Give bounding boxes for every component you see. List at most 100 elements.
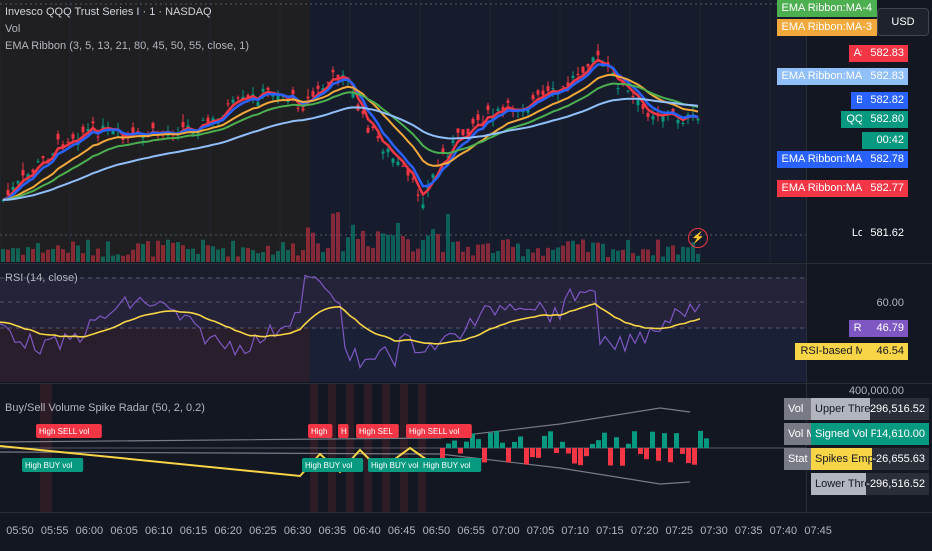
candle-body	[381, 151, 385, 154]
volume-bar	[651, 255, 655, 262]
candle-body	[236, 97, 240, 99]
signed-volume-bar	[698, 430, 703, 448]
signed-volume-bar	[596, 440, 601, 448]
spike-highlight	[310, 384, 318, 512]
label-box	[420, 458, 482, 472]
candle-body	[546, 86, 550, 92]
volume-bar	[436, 234, 440, 262]
pane-separator[interactable]	[0, 383, 932, 384]
currency-button[interactable]: USD	[877, 8, 929, 36]
radar-pane[interactable]: High SELL vol High BUY vol High H High SEL Hi…	[0, 384, 806, 512]
volume-bar	[416, 248, 420, 262]
volume-bar	[251, 250, 255, 262]
radar-title[interactable]: Buy/Sell Volume Spike Radar (50, 2, 0.2)	[5, 402, 205, 414]
signed-volume-bar	[692, 448, 697, 465]
threshold-row: Signed Vol Proxy14,610.00	[811, 423, 929, 445]
candle-body	[466, 128, 470, 135]
label-text: H	[341, 427, 347, 436]
rsi-chart[interactable]	[0, 264, 806, 382]
volume-bar	[271, 254, 275, 262]
candle-body	[201, 119, 205, 121]
volume-bar	[686, 247, 690, 262]
candle-body	[456, 128, 460, 133]
volume-bar	[181, 245, 185, 262]
time-tick: 07:35	[734, 525, 763, 537]
candle-body	[461, 129, 465, 136]
candle-body	[421, 204, 425, 209]
threshold-key: Lower Threshold	[811, 473, 867, 495]
volume-bar	[76, 245, 80, 262]
high-sell-label: High SELL vol	[36, 424, 102, 438]
candle-body	[61, 144, 65, 147]
time-tick: 06:30	[283, 525, 312, 537]
candle-body	[181, 122, 185, 128]
ema-line	[2, 73, 699, 201]
candle-body	[476, 114, 480, 121]
spike-highlight	[364, 384, 372, 512]
candle-body	[111, 130, 115, 135]
label-box	[368, 458, 430, 472]
candle-body	[406, 169, 410, 176]
candle-body	[396, 161, 400, 166]
left-table-cell: Stat	[784, 448, 814, 470]
chart-area[interactable]: Invesco QQQ Trust Series I · 1 · NASDAQ …	[0, 0, 932, 512]
ema-ribbon-label[interactable]: EMA Ribbon (3, 5, 13, 21, 80, 45, 50, 55…	[5, 40, 249, 52]
rsi-tag-value: 46.79	[862, 320, 908, 337]
radar-chart[interactable]: High SELL vol High BUY vol High H High SEL Hi…	[0, 384, 806, 512]
rsi-title[interactable]: RSI (14, close)	[5, 272, 78, 284]
price-tag-value: 582.83	[862, 45, 908, 62]
volume-bar	[506, 239, 510, 262]
price-tag-value: 582.78	[862, 151, 908, 168]
volume-bar	[321, 251, 325, 262]
rsi-background	[0, 264, 806, 382]
time-tick: 07:45	[804, 525, 832, 537]
volume-bar	[281, 242, 285, 262]
signed-volume-bar	[638, 448, 643, 455]
label-text: High BUY vol	[305, 461, 353, 470]
time-tick: 05:55	[40, 525, 69, 537]
volume-bar	[116, 254, 120, 262]
candle-body	[451, 140, 455, 144]
volume-bar	[526, 249, 530, 262]
price-tag-value: 00:42	[862, 132, 908, 149]
time-tick: 07:30	[700, 525, 728, 537]
volume-bar	[376, 231, 380, 262]
time-axis[interactable]: 05:50 05:55 06:00 06:05 06:10 06:15 06:20 06:25…	[0, 512, 932, 551]
time-tick: 07:25	[665, 525, 694, 537]
candle-body	[646, 112, 650, 117]
volume-bar	[596, 242, 600, 262]
lightning-icon[interactable]: ⚡	[688, 228, 708, 248]
pane-separator[interactable]	[0, 263, 932, 264]
volume-bar	[236, 256, 240, 262]
candle-body	[286, 100, 290, 102]
candle-body	[331, 69, 335, 73]
time-tick: 07:20	[630, 525, 659, 537]
volume-indicator-label[interactable]: Vol	[5, 23, 21, 35]
volume-bar	[591, 242, 595, 262]
volume-bar	[291, 243, 295, 262]
threshold-key: Signed Vol Proxy	[811, 423, 877, 445]
volume-bar	[146, 241, 150, 262]
candle-body	[21, 170, 25, 176]
candle-body	[551, 88, 555, 90]
symbol-title[interactable]: Invesco QQQ Trust Series I · 1 · NASDAQ	[5, 6, 212, 18]
volume-bar	[486, 243, 490, 262]
time-tick: 06:20	[214, 525, 242, 537]
candle-body	[536, 90, 540, 95]
price-chart[interactable]	[0, 0, 806, 262]
radar-axis-top: 400,000.00	[848, 385, 904, 397]
spike-highlight	[346, 384, 354, 512]
candle-body	[651, 116, 655, 120]
label-text: High SELL vol	[409, 427, 460, 436]
price-pane[interactable]: Invesco QQQ Trust Series I · 1 · NASDAQ …	[0, 0, 806, 262]
candle-body	[661, 116, 665, 122]
candle-body	[266, 87, 270, 90]
label-text: High SELL vol	[39, 427, 90, 436]
volume-bar	[611, 249, 615, 262]
price-tag-value: 582.80	[862, 111, 908, 128]
candle-body	[246, 95, 250, 97]
volume-bar	[26, 247, 30, 262]
rsi-pane[interactable]: RSI (14, close)	[0, 264, 806, 382]
volume-bar	[391, 235, 395, 262]
